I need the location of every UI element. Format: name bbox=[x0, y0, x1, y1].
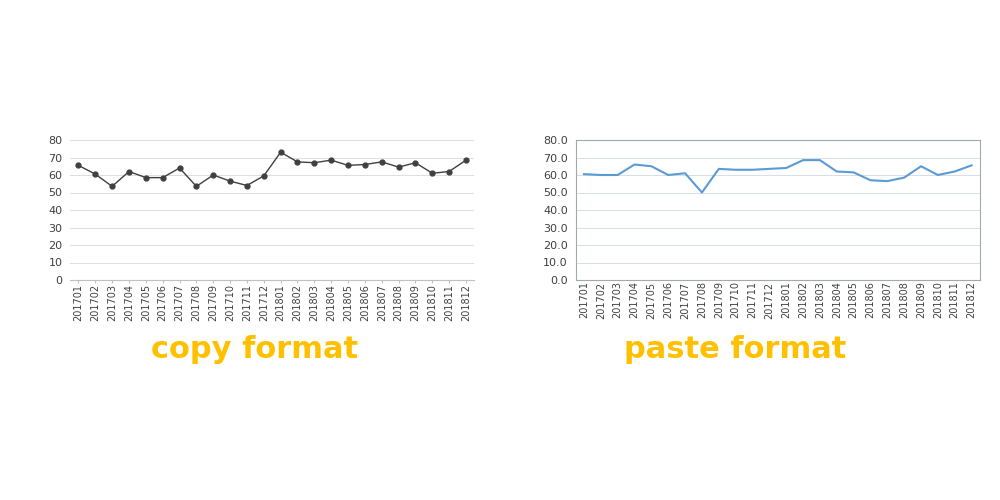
Text: paste format: paste format bbox=[624, 336, 846, 364]
Text: copy format: copy format bbox=[151, 336, 359, 364]
